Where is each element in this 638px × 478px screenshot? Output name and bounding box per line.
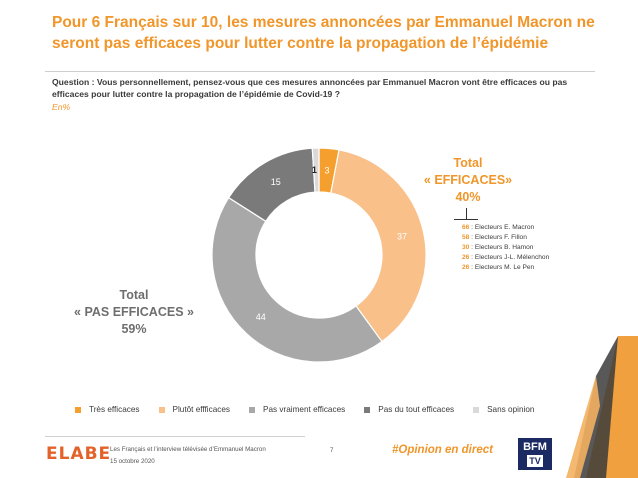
legend-swatch: [158, 406, 165, 413]
page-number: 7: [330, 447, 334, 454]
total-efficaces: Total « EFFICACES» 40%: [416, 155, 520, 206]
footer-date: 15 octobre 2020: [110, 458, 155, 465]
total-efficaces-value: 40%: [455, 190, 481, 204]
voters-row: 30 : Electeurs B. Hamon: [462, 244, 534, 251]
voters-row: 26 : Electeurs M. Le Pen: [462, 264, 535, 271]
legend-swatch: [473, 406, 480, 413]
donut-slice-plutôt-effficaces: [330, 149, 427, 343]
title-divider: [45, 71, 595, 72]
total-pas-line2: « PAS EFFICACES »: [74, 305, 194, 319]
footer-caption: Les Français et l’interview télévisée d’…: [110, 444, 266, 468]
donut-value-label: 15: [271, 177, 281, 187]
unit-label: En%: [52, 102, 71, 112]
legend-label: Plutôt effficaces: [172, 405, 231, 414]
bfmtv-logo-line2: TV: [527, 455, 543, 467]
legend-item: Pas vraiment efficaces: [249, 405, 345, 414]
legend-item: Très efficaces: [75, 405, 140, 414]
donut-value-label: 44: [256, 312, 266, 322]
legend-swatch: [364, 406, 371, 413]
legend-label: Très efficaces: [89, 405, 140, 414]
bfmtv-logo: BFM TV: [518, 438, 552, 470]
survey-question: Question : Vous personnellement, pensez-…: [52, 77, 568, 99]
legend-item: Pas du tout efficaces: [364, 405, 454, 414]
voters-bracket: [454, 208, 478, 220]
footer-divider: [45, 436, 305, 437]
legend-label: Pas vraiment efficaces: [263, 405, 346, 414]
voters-row: 58 : Electeurs F. Fillon: [462, 234, 527, 241]
total-pas-value: 59%: [121, 322, 147, 336]
total-efficaces-line1: Total: [453, 156, 483, 170]
legend-item: Sans opinion: [473, 405, 534, 414]
donut-value-label: 3: [324, 165, 329, 175]
donut-value-label: 1: [312, 165, 317, 175]
legend-label: Pas du tout efficaces: [378, 405, 455, 414]
donut-value-label: 37: [397, 231, 407, 241]
legend-item: Plutôt effficaces: [158, 405, 231, 414]
legend-swatch: [75, 406, 81, 413]
corner-decoration: [566, 336, 638, 478]
slide-title: Pour 6 Français sur 10, les mesures anno…: [52, 14, 595, 52]
total-efficaces-line2: « EFFICACES»: [423, 173, 513, 187]
elabe-logo: ELABE: [46, 444, 112, 464]
legend-label: Sans opinion: [487, 405, 535, 414]
legend-swatch: [249, 406, 256, 413]
footer-study-title: Les Français et l’interview télévisée d’…: [110, 446, 266, 453]
donut-slice-sans-opinion: [311, 147, 320, 193]
bfmtv-logo-line1: BFM: [523, 441, 547, 453]
voters-row: 26 : Electeurs J-L. Mélenchon: [462, 254, 550, 261]
total-pas-line1: Total: [119, 288, 149, 302]
chart-legend: Très efficaces Plutôt effficaces Pas vra…: [75, 405, 575, 414]
voters-row: 66 : Electeurs E. Macron: [462, 224, 535, 231]
donut-slice-pas-vraiment-efficaces: [211, 196, 383, 363]
total-pas-efficaces: Total « PAS EFFICACES » 59%: [60, 287, 208, 338]
voters-breakdown: 66 : Electeurs E. Macron 58 : Electeurs …: [462, 223, 549, 273]
hashtag: #Opinion en direct: [392, 444, 493, 456]
